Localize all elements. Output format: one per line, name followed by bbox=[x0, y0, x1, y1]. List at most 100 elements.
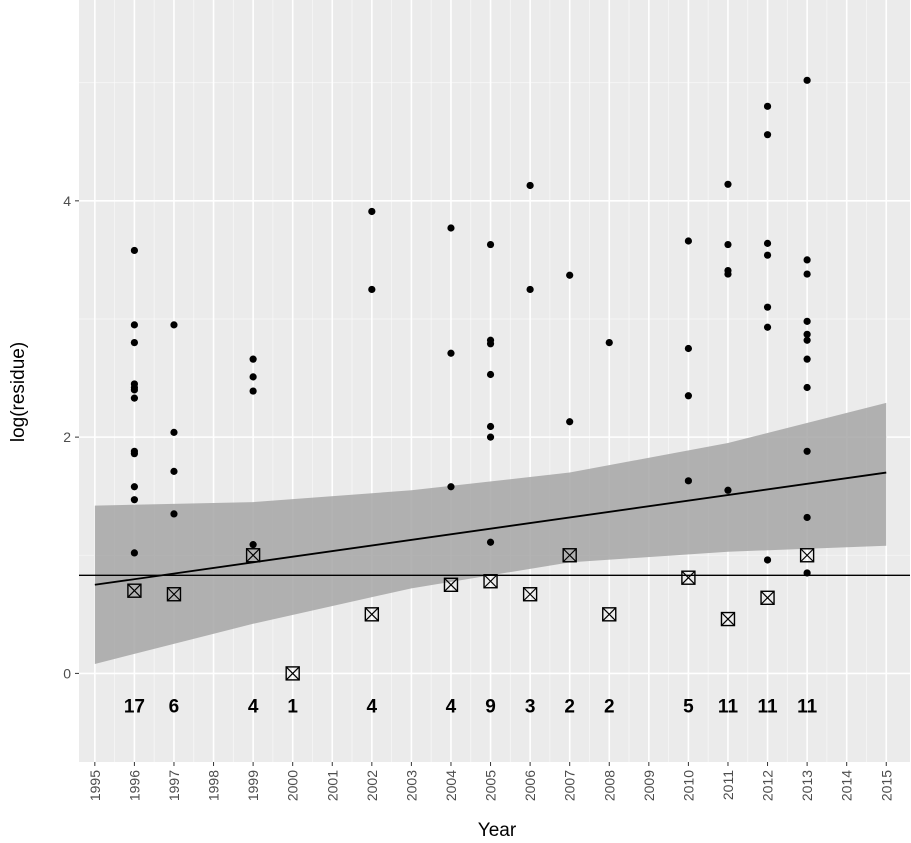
data-point bbox=[724, 270, 732, 278]
box-marker bbox=[522, 587, 538, 602]
data-point bbox=[763, 323, 772, 331]
box-marker bbox=[285, 666, 300, 681]
x-tick-label: 2003 bbox=[403, 770, 419, 801]
box-marker-square bbox=[127, 583, 142, 598]
data-point bbox=[763, 251, 772, 259]
data-point bbox=[486, 240, 495, 249]
data-point bbox=[763, 303, 772, 311]
data-point bbox=[170, 467, 178, 475]
data-point bbox=[724, 180, 732, 188]
box-marker-square bbox=[602, 607, 617, 622]
data-point bbox=[803, 256, 811, 264]
data-point bbox=[763, 131, 772, 139]
count-label: 6 bbox=[169, 696, 180, 717]
data-point bbox=[803, 513, 811, 522]
data-point bbox=[684, 477, 693, 485]
box-marker-cross bbox=[483, 574, 498, 589]
grid-lines bbox=[79, 0, 910, 762]
x-tick-label: 2008 bbox=[601, 770, 617, 801]
box-marker-cross bbox=[523, 587, 538, 602]
count-label: 11 bbox=[757, 696, 778, 717]
box-marker-square bbox=[245, 548, 261, 563]
data-point bbox=[763, 239, 772, 247]
data-point bbox=[368, 285, 376, 294]
data-point bbox=[130, 246, 138, 255]
data-point bbox=[566, 418, 574, 426]
data-point bbox=[763, 556, 772, 564]
data-point bbox=[803, 569, 811, 577]
count-label: 1 bbox=[287, 696, 298, 717]
data-point bbox=[130, 386, 138, 394]
x-tick-label: 2004 bbox=[443, 770, 459, 801]
data-point bbox=[130, 450, 138, 458]
confidence-band-area bbox=[94, 402, 887, 664]
data-point bbox=[486, 370, 495, 379]
data-point bbox=[803, 447, 811, 455]
x-tick-label: 2010 bbox=[680, 770, 696, 801]
box-marker-cross bbox=[562, 548, 577, 563]
box-marker-cross bbox=[364, 607, 379, 622]
count-label: 17 bbox=[124, 696, 145, 717]
data-point bbox=[249, 387, 257, 395]
trend-line-group bbox=[94, 471, 887, 586]
data-point bbox=[605, 339, 613, 347]
data-point bbox=[130, 483, 138, 491]
box-marker-square bbox=[720, 611, 736, 627]
box-marker-square bbox=[562, 548, 577, 563]
x-axis-title: Year bbox=[478, 820, 517, 841]
x-tick-label: 1998 bbox=[206, 770, 222, 801]
data-point bbox=[803, 383, 811, 392]
x-tick-label: 2014 bbox=[839, 770, 855, 801]
x-tick-label: 2011 bbox=[720, 770, 736, 800]
y-axis-ticks: 0 2 4 bbox=[63, 193, 79, 681]
box-marker bbox=[602, 607, 617, 622]
x-tick-label: 2001 bbox=[324, 770, 340, 801]
count-labels: 17 6 4 1 4 4 9 3 2 2 5 11 11 11 bbox=[124, 696, 818, 717]
data-point bbox=[803, 76, 811, 84]
data-point bbox=[130, 321, 138, 329]
data-point bbox=[486, 538, 495, 546]
y-tick-label: 2 bbox=[63, 429, 71, 445]
count-label: 4 bbox=[446, 696, 457, 717]
box-marker bbox=[245, 548, 261, 563]
box-marker-square bbox=[522, 587, 538, 602]
plot-panel bbox=[79, 0, 910, 762]
data-point bbox=[763, 102, 772, 110]
data-points bbox=[130, 76, 811, 577]
box-marker-cross bbox=[681, 570, 696, 585]
y-tick-label: 0 bbox=[63, 665, 71, 681]
x-tick-label: 2015 bbox=[878, 770, 894, 801]
data-point bbox=[803, 336, 811, 344]
data-point bbox=[447, 224, 455, 232]
data-point bbox=[684, 237, 693, 245]
y-axis-title: log(residue) bbox=[8, 342, 29, 442]
box-markers bbox=[127, 548, 815, 681]
box-marker-cross bbox=[602, 607, 617, 622]
data-point bbox=[368, 207, 376, 216]
data-point bbox=[724, 486, 732, 494]
count-label: 11 bbox=[718, 696, 739, 717]
count-label: 2 bbox=[564, 696, 575, 717]
data-point bbox=[724, 240, 732, 249]
box-marker-cross bbox=[800, 548, 815, 563]
count-label: 4 bbox=[248, 696, 259, 717]
data-point bbox=[170, 428, 178, 436]
box-marker bbox=[443, 577, 459, 592]
box-marker bbox=[760, 590, 775, 605]
trend-line bbox=[94, 471, 887, 586]
data-point bbox=[447, 349, 455, 357]
box-marker bbox=[681, 570, 696, 585]
data-point bbox=[526, 181, 534, 190]
box-marker bbox=[799, 548, 815, 563]
x-tick-label: 2006 bbox=[522, 770, 538, 801]
box-marker-cross bbox=[721, 612, 735, 626]
x-tick-label: 2012 bbox=[760, 770, 776, 801]
data-point bbox=[249, 541, 257, 549]
x-tick-label: 1997 bbox=[166, 770, 182, 801]
data-point bbox=[486, 422, 495, 431]
box-marker-square bbox=[799, 548, 815, 563]
box-marker-square bbox=[285, 666, 300, 681]
box-marker bbox=[127, 583, 142, 598]
